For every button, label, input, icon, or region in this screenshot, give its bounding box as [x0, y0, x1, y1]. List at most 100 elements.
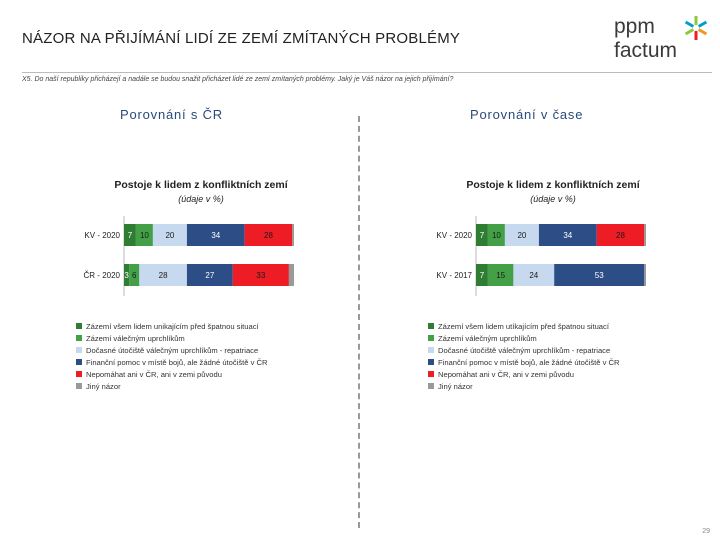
- logo-line2: factum: [614, 39, 677, 62]
- legend-swatch: [428, 323, 434, 329]
- legend-label: Zázemí válečným uprchlíkům: [86, 333, 185, 343]
- bar-segment: [186, 264, 233, 286]
- bar-segment: [476, 264, 488, 286]
- data-label: 28: [159, 271, 168, 280]
- legend-item: Jiný názor: [428, 380, 688, 392]
- page-number: 29: [702, 528, 710, 535]
- legend-label: Zázemí všem lidem unikajícím před špatno…: [86, 321, 259, 331]
- legend-item: Finanční pomoc v místě bojů, ale žádné ú…: [428, 356, 688, 368]
- bar-segment: [538, 224, 597, 246]
- bar-segment: [124, 264, 130, 286]
- bar-segment: [644, 224, 646, 246]
- legend-item: Zázemí všem lidem unikajícím před špatno…: [76, 320, 336, 332]
- bar-segment: [244, 224, 293, 246]
- chart-title: Postoje k lidem z konfliktních zemí: [466, 179, 640, 191]
- data-label: 10: [140, 231, 149, 240]
- page-title: NÁZOR NA PŘIJÍMÁNÍ LIDÍ ZE ZEMÍ ZMÍTANÝC…: [22, 30, 461, 47]
- chart-subtitle: (údaje v %): [178, 194, 224, 204]
- data-label: 7: [480, 231, 485, 240]
- data-label: 33: [256, 271, 265, 280]
- data-label: 34: [563, 231, 572, 240]
- legend-item: Zázemí válečným uprchlíkům: [76, 332, 336, 344]
- legend-label: Dočasné útočiště válečným uprchlíkům - r…: [86, 345, 259, 355]
- chart-title: Postoje k lidem z konfliktních zemí: [114, 179, 288, 191]
- bar-segment: [487, 224, 505, 246]
- data-label: 34: [211, 231, 220, 240]
- bar-segment: [487, 264, 514, 286]
- legend-swatch: [76, 323, 82, 329]
- legend-label: Finanční pomoc v místě bojů, ale žádné ú…: [438, 357, 620, 367]
- legend-swatch: [76, 335, 82, 341]
- bar-segment: [232, 264, 289, 286]
- logo-line1: ppm: [614, 15, 655, 38]
- data-label: 20: [517, 231, 526, 240]
- legend-swatch: [428, 371, 434, 377]
- bar-segment: [644, 264, 646, 286]
- category-label: KV - 2020: [436, 231, 472, 240]
- legend-item: Jiný názor: [76, 380, 336, 392]
- legend-swatch: [428, 359, 434, 365]
- data-label: 7: [128, 231, 133, 240]
- legend-swatch: [428, 335, 434, 341]
- legend-label: Nepomáhat ani v ČR, ani v zemi původu: [86, 369, 222, 379]
- legend-item: Finanční pomoc v místě bojů, ale žádné ú…: [76, 356, 336, 368]
- legend-swatch: [76, 371, 82, 377]
- legend-item: Dočasné útočiště válečným uprchlíkům - r…: [428, 344, 688, 356]
- data-label: 28: [616, 231, 625, 240]
- data-label: 27: [205, 271, 214, 280]
- legend-label: Jiný názor: [438, 381, 473, 391]
- legend-item: Zázemí všem lidem utíkajícím před špatno…: [428, 320, 688, 332]
- legend-label: Zázemí válečným uprchlíkům: [438, 333, 537, 343]
- legend-item: Nepomáhat ani v ČR, ani v zemi původu: [428, 368, 688, 380]
- category-label: KV - 2020: [84, 231, 120, 240]
- ppm-factum-logo: ppm factum: [610, 12, 710, 62]
- bar-segment: [288, 264, 294, 286]
- logo-graphic: ppm factum: [614, 15, 708, 62]
- legend-label: Dočasné útočiště válečným uprchlíkům - r…: [438, 345, 611, 355]
- data-label: 20: [165, 231, 174, 240]
- legend-swatch: [76, 383, 82, 389]
- bar-segment: [139, 264, 187, 286]
- header-rule: [22, 72, 712, 73]
- legend-label: Zázemí všem lidem utíkajícím před špatno…: [438, 321, 609, 331]
- legend-swatch: [76, 359, 82, 365]
- chart-plot: KV - 2020 7 10 20 34 28 ČR - 2020 3 6 28 27 33: [84, 216, 294, 296]
- legend-item: Zázemí válečným uprchlíkům: [428, 332, 688, 344]
- logo-star-icon: [684, 16, 708, 40]
- question-text: X5. Do naší republiky přicházejí a nadál…: [22, 76, 454, 83]
- legend-swatch: [428, 383, 434, 389]
- data-label: 7: [480, 271, 485, 280]
- section-title-left: Porovnání s ČR: [120, 107, 223, 122]
- data-label: 10: [492, 231, 501, 240]
- bar-segment: [292, 224, 294, 246]
- chart-comparison-cr: Postoje k lidem z konfliktních zemí (úda…: [76, 176, 326, 416]
- data-label: 53: [595, 271, 604, 280]
- chart-legend: Zázemí všem lidem utíkajícím před špatno…: [428, 320, 688, 392]
- legend-item: Nepomáhat ani v ČR, ani v zemi původu: [76, 368, 336, 380]
- bar-segment: [135, 224, 153, 246]
- bar-segment: [186, 224, 245, 246]
- legend-swatch: [428, 347, 434, 353]
- section-title-right: Porovnání v čase: [470, 107, 584, 122]
- legend-label: Jiný názor: [86, 381, 121, 391]
- chart-subtitle: (údaje v %): [530, 194, 576, 204]
- data-label: 28: [264, 231, 273, 240]
- bar-segment: [124, 224, 136, 246]
- chart-legend: Zázemí všem lidem unikajícím před špatno…: [76, 320, 336, 392]
- bar-segment: [476, 224, 488, 246]
- chart-comparison-time: Postoje k lidem z konfliktních zemí (úda…: [428, 176, 678, 416]
- category-label: ČR - 2020: [84, 271, 121, 280]
- data-label: 15: [496, 271, 505, 280]
- section-divider: [358, 116, 360, 528]
- bar-segment: [596, 224, 645, 246]
- legend-label: Finanční pomoc v místě bojů, ale žádné ú…: [86, 357, 268, 367]
- data-label: 6: [132, 271, 137, 280]
- bar-segment: [129, 264, 140, 286]
- legend-label: Nepomáhat ani v ČR, ani v zemi původu: [438, 369, 574, 379]
- legend-item: Dočasné útočiště válečným uprchlíkům - r…: [76, 344, 336, 356]
- category-label: KV - 2017: [436, 271, 472, 280]
- data-label: 3: [124, 271, 129, 280]
- bar-segment: [513, 264, 555, 286]
- bar-segment: [152, 224, 187, 246]
- chart-plot: KV - 2020 7 10 20 34 28 KV - 2017 7 15 24 53: [436, 216, 646, 296]
